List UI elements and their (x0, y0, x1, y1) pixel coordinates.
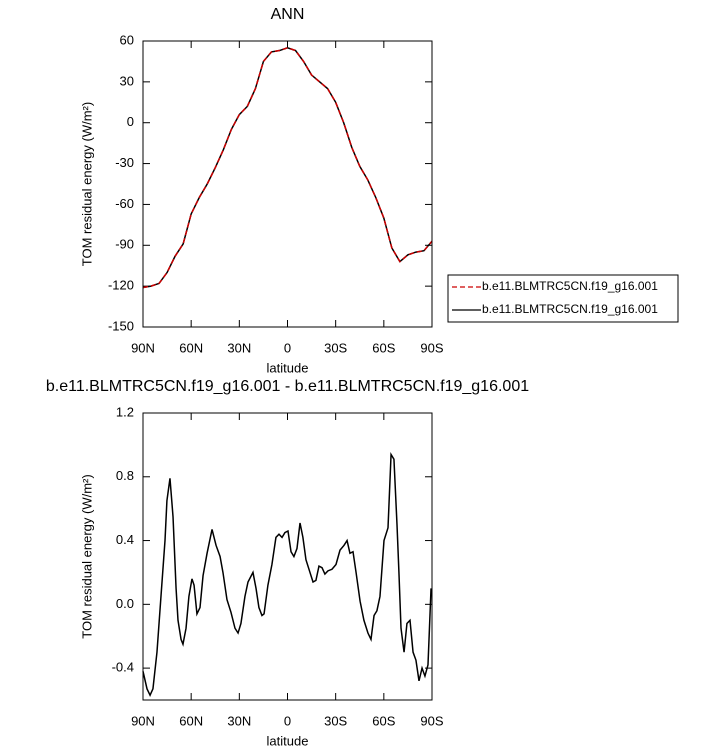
data-line (142, 451, 432, 697)
plot-frame (142, 40, 433, 328)
x-tick-label: 60S (372, 340, 395, 355)
y-tick-label: -60 (115, 196, 134, 211)
y-tick-label: 30 (120, 73, 134, 88)
y-tick-label: -0.4 (112, 660, 134, 675)
y-tick-label: 0.0 (116, 596, 134, 611)
x-tick-label: 90S (420, 713, 443, 728)
x-tick-label: 60S (372, 713, 395, 728)
y-tick-label: -120 (108, 278, 134, 293)
y-tick-label: 1.2 (116, 404, 134, 419)
x-tick-label: 30N (227, 713, 251, 728)
y-tick-label: -30 (115, 155, 134, 170)
legend-box (447, 274, 679, 323)
legend-label: b.e11.BLMTRC5CN.f19_g16.001 (482, 279, 658, 293)
data-line (142, 47, 433, 289)
x-tick-label: 0 (284, 340, 291, 355)
y-axis-label: TOM residual energy (W/m²) (79, 102, 94, 266)
y-tick-label: -150 (108, 318, 134, 333)
y-tick-label: 0 (127, 114, 134, 129)
y-tick-label: 60 (120, 32, 134, 47)
x-tick-label: 90N (131, 713, 155, 728)
chart-title: b.e11.BLMTRC5CN.f19_g16.001 - b.e11.BLMT… (46, 378, 529, 395)
x-axis-label: latitude (267, 360, 309, 375)
x-tick-label: 30S (324, 713, 347, 728)
x-tick-label: 30S (324, 340, 347, 355)
x-axis-label: latitude (267, 733, 309, 748)
chart-title: ANN (271, 6, 305, 23)
x-tick-label: 60N (179, 340, 203, 355)
y-tick-label: 0.4 (116, 532, 134, 547)
x-tick-label: 90S (420, 340, 443, 355)
data-line (142, 47, 433, 289)
y-tick-label: 0.8 (116, 468, 134, 483)
plot-frame (142, 412, 433, 701)
y-axis-label: TOM residual energy (W/m²) (79, 474, 94, 638)
x-tick-label: 30N (227, 340, 251, 355)
x-tick-label: 60N (179, 713, 203, 728)
x-tick-label: 90N (131, 340, 155, 355)
y-tick-label: -90 (115, 237, 134, 252)
legend-label: b.e11.BLMTRC5CN.f19_g16.001 (482, 302, 658, 316)
x-tick-label: 0 (284, 713, 291, 728)
